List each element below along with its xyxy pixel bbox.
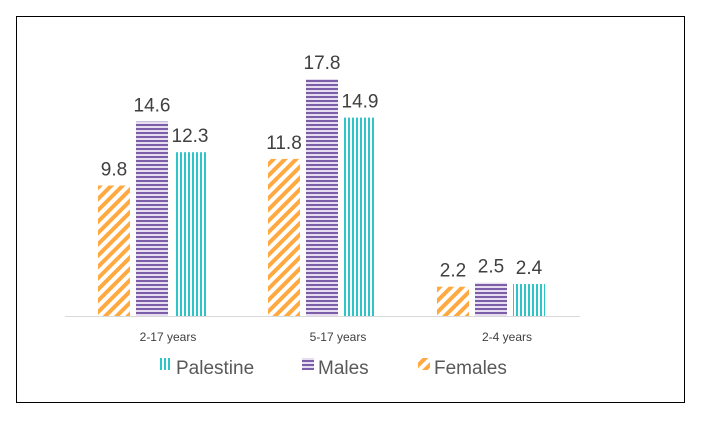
data-label: 2.2 (440, 261, 466, 282)
legend-label-palestine: Palestine (176, 358, 254, 379)
bar-males-1 (306, 79, 338, 316)
data-label: 12.3 (172, 126, 209, 147)
data-label: 9.8 (101, 160, 127, 181)
data-label: 14.9 (342, 92, 379, 113)
legend-swatch-males (302, 358, 314, 370)
data-label: 17.8 (304, 53, 341, 74)
legend-swatch-palestine (160, 358, 172, 370)
legend-label-males: Males (318, 358, 369, 379)
legend-swatch-females (418, 358, 430, 370)
data-label: 14.6 (134, 96, 171, 117)
bar-males-0 (136, 121, 168, 316)
bar-palestine-0 (174, 152, 206, 316)
data-label: 2.4 (516, 258, 543, 279)
bar-females-0 (98, 185, 130, 316)
bar-females-2 (437, 286, 469, 316)
x-tick-label: 5-17 years (310, 330, 367, 344)
x-tick-label: 2-4 years (482, 330, 532, 344)
data-label: 2.5 (478, 257, 504, 278)
legend-label-females: Females (434, 358, 507, 379)
bar-females-1 (268, 158, 300, 316)
data-label: 11.8 (266, 133, 302, 154)
chart-frame (16, 16, 685, 403)
x-tick-label: 2-17 years (140, 330, 197, 344)
bar-males-2 (475, 282, 507, 316)
bar-palestine-2 (513, 284, 545, 316)
bar-palestine-1 (344, 117, 376, 316)
